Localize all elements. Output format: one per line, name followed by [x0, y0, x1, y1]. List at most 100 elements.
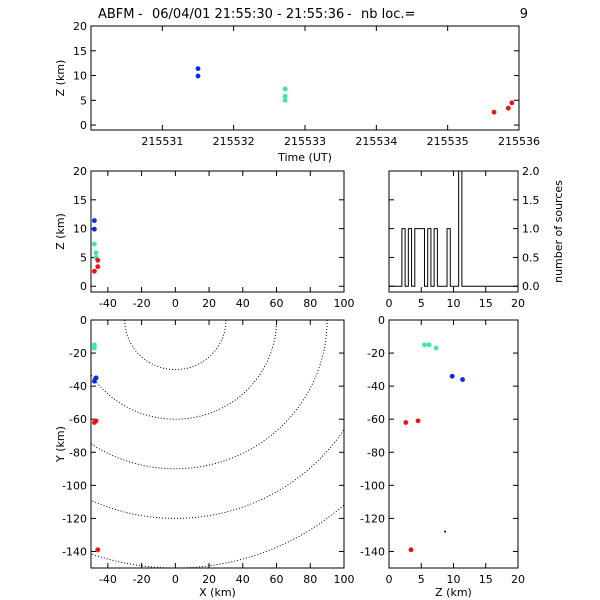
data-point-red	[95, 257, 101, 263]
y-tick-label-x-z: 15	[73, 194, 87, 207]
y-tick-label-z-y: 0	[378, 314, 385, 327]
figure-title-separator-2: -	[347, 7, 352, 22]
y-tick-label-z-y: -80	[367, 446, 385, 459]
y-tick-label-histogram: 1.0	[522, 223, 540, 236]
frame-x-y	[90, 319, 345, 569]
y-tick-label-histogram: 2.0	[522, 165, 540, 178]
histogram-outline	[389, 171, 518, 287]
y-tick-label-x-y: -60	[69, 413, 87, 426]
y-tick-label-time-height: 10	[73, 70, 87, 83]
frame-x-z	[90, 170, 345, 293]
panel-time-height: 215531 215532 215533 215534 215535 215536 0 5 10…	[54, 20, 540, 164]
data-point-red	[408, 547, 414, 553]
x-tick-label-histogram: 10	[447, 297, 461, 310]
x-axis-label-x-y: X (km)	[199, 586, 236, 599]
y-tick-label-z-y: -60	[367, 413, 385, 426]
y-axis-label-histogram: number of sources	[552, 180, 565, 283]
y-axis-label-x-y: Y (km)	[54, 426, 67, 463]
data-point-red	[91, 268, 97, 274]
figure-title-station: ABFM	[98, 7, 135, 22]
frame-z-y	[388, 319, 519, 569]
y-axis-label-time-height: Z (km)	[54, 60, 67, 97]
figure-title-count-value: 9	[520, 7, 528, 22]
y-tick-label-time-height: 20	[73, 20, 87, 33]
data-point-cyan	[91, 241, 97, 247]
x-tick-label-x-z: 0	[172, 297, 179, 310]
data-point-blue	[449, 373, 455, 379]
data-point-blue	[91, 218, 97, 223]
x-tick-label-x-z: 20	[202, 297, 216, 310]
y-tick-label-x-z: 0	[80, 280, 87, 293]
data-point-red	[95, 264, 101, 270]
x-tick-label-time-height: 215533	[284, 135, 326, 148]
y-tick-label-histogram: 0.0	[522, 280, 540, 293]
plot-area-histogram	[389, 171, 518, 287]
data-point-red	[509, 100, 515, 106]
y-tick-label-z-y: -120	[360, 512, 385, 525]
panel-z-y: 0 5 10 15 20 0 -20 -40 -60 -80 -100 -120 -140 Z (km)	[360, 314, 525, 599]
x-tick-label-x-y: 80	[303, 573, 317, 586]
y-tick-label-x-y: -120	[62, 512, 87, 525]
frame-time-height	[90, 25, 520, 131]
plots-group: 215531 215532 215533 215534 215535 215536 0 5 10…	[54, 20, 566, 599]
y-tick-label-histogram: 1.5	[522, 194, 540, 207]
y-axis-label-x-z: Z (km)	[54, 213, 67, 250]
y-tick-label-histogram: 0.5	[522, 251, 540, 264]
x-tick-label-z-y: 0	[386, 573, 393, 586]
x-tick-label-x-z: 100	[334, 297, 355, 310]
figure-title-count-label: nb loc.=	[361, 7, 415, 22]
x-tick-label-x-y: 60	[270, 573, 284, 586]
x-tick-label-x-z: 60	[270, 297, 284, 310]
x-axis-label-z-y: Z (km)	[435, 586, 472, 599]
data-point-cyan	[426, 342, 432, 348]
data-point-cyan	[91, 345, 97, 351]
y-tick-label-x-y: 0	[80, 314, 87, 327]
data-point-cyan	[422, 342, 427, 348]
y-tick-label-z-y: -40	[367, 380, 385, 393]
x-tick-label-time-height: 215536	[498, 135, 540, 148]
data-point-cyan	[91, 342, 97, 348]
x-tick-label-x-z: 40	[236, 297, 250, 310]
x-tick-label-z-y: 20	[511, 573, 525, 586]
x-tick-label-histogram: 5	[418, 297, 425, 310]
x-tick-label-x-y: -40	[99, 573, 117, 586]
x-tick-label-x-z: 80	[303, 297, 317, 310]
x-tick-label-histogram: 15	[479, 297, 493, 310]
plot-area-x-z	[91, 218, 101, 274]
histogram-bar	[415, 229, 425, 287]
x-tick-label-z-y: 10	[447, 573, 461, 586]
x-axis-label-time-height: Time (UT)	[277, 151, 332, 164]
data-point-red	[491, 109, 497, 115]
plot-area-time-height	[195, 66, 515, 115]
y-tick-label-x-y: -140	[62, 545, 87, 558]
x-tick-label-histogram: 0	[386, 297, 393, 310]
panel-x-z: -40 -20 0 20 40 60 80 100 0 5 10 15 20 Z (km)	[54, 165, 355, 310]
y-tick-label-x-z: 20	[73, 165, 87, 178]
x-tick-label-time-height: 215534	[355, 135, 397, 148]
data-point-blue	[460, 377, 465, 382]
data-point-blue	[91, 226, 97, 232]
range-circle	[124, 320, 227, 371]
y-tick-label-x-y: -40	[69, 380, 87, 393]
y-tick-label-x-z: 5	[80, 251, 87, 264]
x-tick-label-x-y: 20	[202, 573, 216, 586]
x-tick-label-x-y: 40	[236, 573, 250, 586]
x-tick-label-time-height: 215531	[141, 135, 183, 148]
x-tick-label-x-y: 0	[172, 573, 179, 586]
panel-histogram: 0 5 10 15 20 0.0 0.5 1.0 1.5 2.0 number of sources	[386, 165, 566, 310]
x-tick-label-z-y: 15	[479, 573, 493, 586]
x-tick-label-x-y: 100	[334, 573, 355, 586]
x-tick-label-time-height: 215532	[213, 135, 255, 148]
y-tick-label-z-y: -20	[367, 347, 385, 360]
y-tick-label-x-y: -80	[69, 446, 87, 459]
y-tick-label-z-y: -140	[360, 545, 385, 558]
data-point-blue	[195, 73, 201, 79]
data-point-blue	[91, 378, 97, 384]
data-point-cyan	[93, 250, 99, 256]
data-point-red	[95, 547, 101, 553]
data-point-black	[444, 530, 447, 533]
y-tick-label-x-z: 10	[73, 223, 87, 236]
figure-title-time-range: 06/04/01 21:55:30 - 21:55:36	[152, 7, 344, 22]
data-point-cyan	[282, 86, 288, 92]
